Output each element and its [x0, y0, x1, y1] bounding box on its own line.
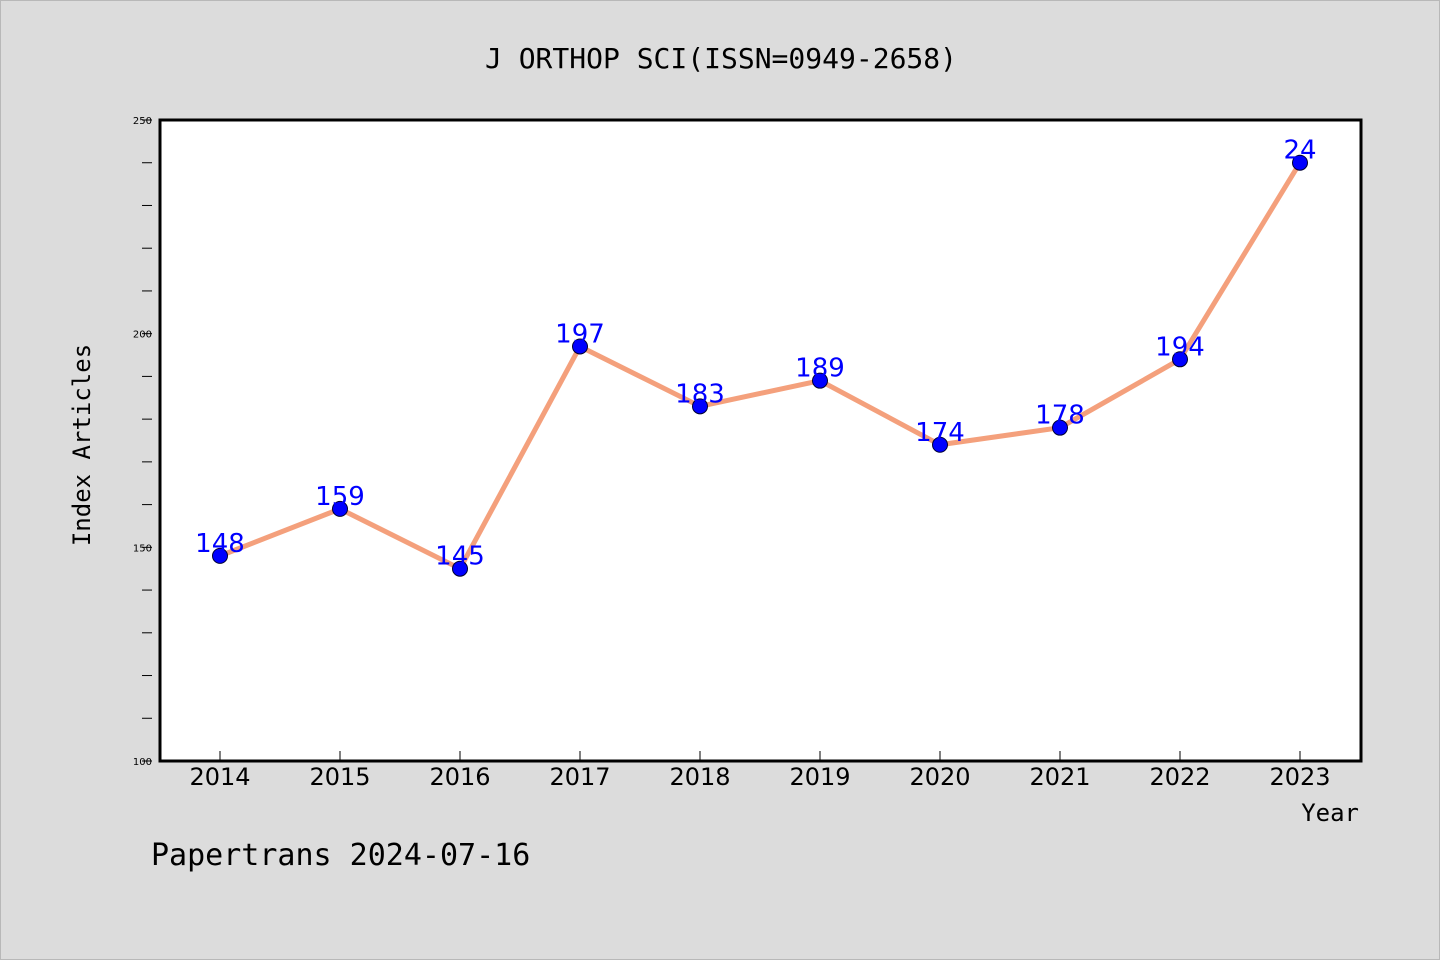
data-point — [1052, 419, 1068, 436]
data-label: 145 — [435, 542, 485, 572]
data-label: 194 — [1155, 332, 1205, 362]
data-label: 183 — [675, 379, 725, 409]
x-tick-label: 2022 — [1149, 763, 1210, 791]
footer-credit: Papertrans 2024-07-16 — [151, 838, 530, 873]
data-point — [212, 547, 228, 564]
data-label: 148 — [195, 529, 245, 559]
data-label: 189 — [795, 354, 845, 384]
x-tick-label: 2021 — [1029, 763, 1090, 791]
x-tick-label: 2018 — [669, 763, 730, 791]
data-label: 159 — [315, 482, 365, 512]
data-label: 174 — [915, 418, 965, 448]
data-points — [212, 154, 1308, 577]
chart-title: J ORTHOP SCI(ISSN=0949-2658) — [485, 42, 957, 75]
x-axis-label: Year — [1301, 799, 1359, 827]
y-tick-label: 100 — [133, 757, 152, 768]
data-label: 24 — [1283, 136, 1316, 166]
data-point — [572, 338, 588, 355]
data-point — [452, 560, 468, 577]
plot-area — [158, 118, 1363, 763]
y-tick-label: 250 — [133, 116, 152, 127]
x-tick-label: 2020 — [909, 763, 970, 791]
x-axis: 2014 2015 2016 2017 2018 2019 2020 2021 2022 2023 — [189, 751, 1331, 791]
x-tick-label: 2017 — [549, 763, 610, 791]
data-point — [332, 500, 348, 517]
x-tick-label: 2019 — [789, 763, 850, 791]
y-axis-label: Index Articles — [68, 344, 96, 546]
x-tick-label: 2016 — [429, 763, 490, 791]
x-tick-label: 2015 — [309, 763, 370, 791]
series-line — [219, 161, 1303, 572]
data-point — [692, 398, 708, 415]
data-point — [932, 436, 948, 453]
data-point — [1292, 154, 1308, 171]
y-tick-label: 150 — [133, 543, 152, 554]
y-axis: 100 150 200 250 — [133, 116, 152, 768]
y-tick-label: 200 — [133, 330, 152, 341]
data-point — [812, 372, 828, 389]
data-label: 197 — [555, 319, 605, 349]
x-tick-label: 2014 — [189, 763, 250, 791]
data-labels: 148 159 145 197 183 189 174 178 194 24 — [195, 136, 1316, 572]
data-label: 178 — [1035, 401, 1085, 431]
x-tick-label: 2023 — [1269, 763, 1330, 791]
data-point — [1172, 351, 1188, 368]
